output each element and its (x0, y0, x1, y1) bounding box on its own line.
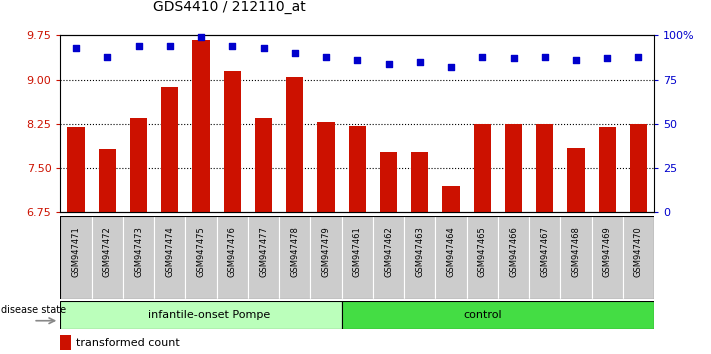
Bar (373, 216, 404, 299)
Bar (560, 216, 592, 299)
Text: transformed count: transformed count (76, 338, 180, 348)
Point (227, 43, 238, 49)
Bar (623, 216, 654, 299)
Bar (193, 40, 210, 354)
Point (321, 54, 332, 59)
Text: disease state: disease state (1, 305, 66, 315)
Text: infantile-onset Pompe: infantile-onset Pompe (148, 310, 270, 320)
Text: GSM947462: GSM947462 (384, 226, 393, 277)
Point (602, 56, 613, 61)
Bar (248, 216, 279, 299)
Bar (435, 216, 466, 299)
Bar (505, 124, 522, 354)
Bar (630, 124, 647, 354)
Bar (130, 118, 147, 354)
Point (102, 54, 113, 59)
Text: GSM947469: GSM947469 (603, 226, 611, 277)
Bar (342, 301, 654, 329)
Bar (186, 216, 217, 299)
Bar (60, 216, 92, 299)
Bar (123, 216, 154, 299)
Text: GSM947476: GSM947476 (228, 226, 237, 277)
Bar (217, 216, 248, 299)
Text: GSM947468: GSM947468 (572, 226, 580, 277)
Bar (60, 336, 71, 350)
Bar (536, 124, 553, 354)
Bar (99, 149, 116, 354)
Bar (529, 216, 560, 299)
Bar (317, 121, 335, 354)
Bar (279, 216, 311, 299)
Bar (567, 148, 584, 354)
Text: GSM947473: GSM947473 (134, 226, 143, 277)
Bar (224, 71, 241, 354)
Text: GSM947478: GSM947478 (290, 226, 299, 277)
Text: GSM947471: GSM947471 (72, 226, 80, 277)
Point (164, 43, 176, 49)
Bar (411, 152, 428, 354)
Point (70, 45, 82, 51)
Text: control: control (463, 310, 501, 320)
Point (539, 54, 550, 59)
Text: GSM947466: GSM947466 (509, 226, 518, 277)
Bar (92, 216, 123, 299)
Point (508, 56, 519, 61)
Text: GSM947477: GSM947477 (259, 226, 268, 277)
Bar (311, 216, 342, 299)
Text: GSM947463: GSM947463 (415, 226, 424, 277)
Point (570, 57, 582, 63)
Bar (68, 127, 85, 354)
Bar (380, 152, 397, 354)
Bar (442, 186, 459, 354)
Bar (60, 301, 342, 329)
Text: GSM947461: GSM947461 (353, 226, 362, 277)
Point (196, 34, 207, 40)
Bar (154, 216, 186, 299)
Point (633, 54, 644, 59)
Point (476, 54, 488, 59)
Point (414, 59, 425, 65)
Text: GSM947479: GSM947479 (321, 226, 331, 277)
Bar (348, 126, 366, 354)
Bar (287, 77, 304, 354)
Bar (255, 118, 272, 354)
Bar (161, 87, 178, 354)
Bar (474, 124, 491, 354)
Bar (592, 216, 623, 299)
Point (133, 43, 144, 49)
Text: GSM947470: GSM947470 (634, 226, 643, 277)
Text: GSM947465: GSM947465 (478, 226, 487, 277)
Point (383, 61, 394, 67)
Bar (498, 216, 529, 299)
Point (445, 64, 456, 70)
Point (289, 50, 301, 56)
Text: GSM947467: GSM947467 (540, 226, 550, 277)
Text: GSM947474: GSM947474 (165, 226, 174, 277)
Bar (342, 216, 373, 299)
Bar (466, 216, 498, 299)
Text: GSM947464: GSM947464 (447, 226, 456, 277)
Bar (404, 216, 435, 299)
Point (351, 57, 363, 63)
Point (258, 45, 269, 51)
Text: GSM947475: GSM947475 (196, 226, 205, 277)
Text: GSM947472: GSM947472 (103, 226, 112, 277)
Text: GDS4410 / 212110_at: GDS4410 / 212110_at (153, 0, 306, 14)
Bar (599, 127, 616, 354)
